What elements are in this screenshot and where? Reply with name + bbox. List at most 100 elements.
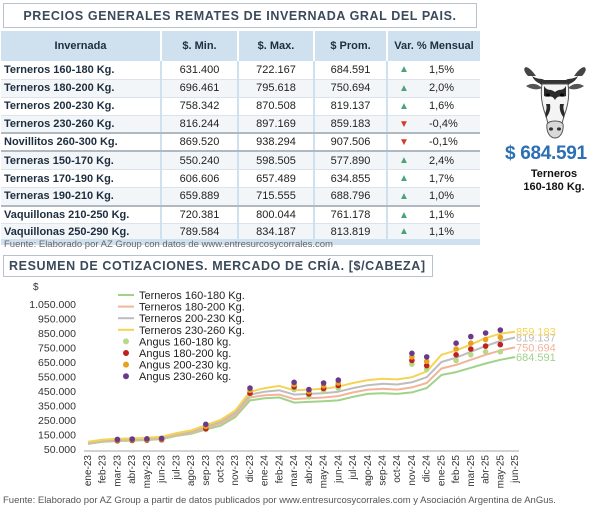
x-tick-label: oct-23 (216, 455, 227, 483)
col-prom: $ Prom. (313, 31, 387, 61)
x-tick-label: jun-25 (510, 455, 521, 484)
row-max: 870.508 (238, 97, 315, 116)
table-row: Novillitos 260-300 Kg. 869.520 938.294 907.… (1, 133, 480, 153)
x-tick-label: abr-24 (304, 455, 315, 484)
row-prom: 819.137 (314, 97, 388, 116)
y-tick-label: 850.000 (38, 328, 76, 340)
data-point (203, 421, 209, 428)
table-row: Terneras 150-170 Kg. 550.240 598.505 577.89… (1, 151, 480, 171)
y-tick-label: 450.000 (38, 386, 76, 398)
x-tick-label: abr-25 (481, 455, 492, 484)
featured-label: Terneros 160-180 Kg. (508, 168, 599, 194)
row-var-value: 1,5% (429, 63, 455, 76)
table-row: Terneros 180-200 Kg. 696.461 795.618 750.69… (1, 79, 480, 98)
legend-label: Angus 160-180 kg. (139, 336, 231, 348)
row-var: ▲ 1,0% (387, 187, 480, 207)
row-prom: 688.796 (314, 187, 388, 207)
x-tick-label: sep-23 (201, 455, 212, 486)
x-tick-label: mar-23 (112, 455, 123, 487)
row-prom: 750.694 (314, 79, 388, 98)
section2-title: RESUMEN DE COTIZACIONES. MERCADO DE CRÍA… (3, 255, 433, 277)
y-tick-label: 550.000 (38, 372, 76, 384)
y-tick-label: 1.050.000 (29, 299, 76, 311)
data-point (468, 333, 474, 340)
x-tick-label: mar-25 (466, 455, 477, 487)
data-point (129, 436, 135, 442)
row-var: ▲ 1,1% (387, 205, 480, 225)
row-category: Vaquillonas 250-290 Kg. (1, 223, 162, 245)
row-min: 606.606 (161, 169, 239, 189)
data-point (468, 352, 474, 358)
legend-point-swatch (123, 338, 129, 345)
source-note-bottom: Fuente: Elaborado por AZ Group a partir … (3, 495, 556, 506)
col-min: $. Min. (160, 31, 238, 61)
data-point (468, 340, 474, 346)
row-max: 800.044 (238, 205, 315, 225)
legend-point-swatch (123, 373, 129, 380)
data-point (144, 436, 150, 442)
row-prom: 684.591 (314, 61, 388, 80)
row-max: 795.618 (238, 79, 315, 98)
x-tick-label: jul-23 (171, 455, 182, 481)
row-var-value: 1,1% (429, 209, 455, 222)
data-point (497, 349, 504, 355)
up-triangle-icon: ▲ (399, 190, 409, 202)
x-tick-label: ago-24 (363, 455, 374, 487)
data-point (453, 352, 459, 358)
row-var-value: 1,1% (429, 225, 455, 238)
table-row: Terneras 190-210 Kg. 659.889 715.555 688.79… (1, 187, 480, 207)
row-var: ▲ 1,1% (387, 223, 480, 245)
row-min: 816.244 (161, 115, 239, 135)
data-point (497, 327, 504, 333)
legend-label: Terneros 200-230 Kg. (139, 313, 245, 325)
featured-price: $ 684.591 (505, 143, 587, 164)
data-point (291, 379, 297, 386)
row-var: ▲ 1,6% (387, 97, 480, 116)
x-tick-label: mar-24 (289, 455, 300, 487)
x-tick-label: abr-23 (127, 455, 138, 484)
row-category: Terneros 200-230 Kg. (1, 97, 162, 116)
row-category: Terneros 180-200 Kg. (1, 79, 162, 98)
row-prom: 761.178 (314, 205, 388, 225)
col-max: $. Max. (237, 31, 314, 61)
up-triangle-icon: ▲ (399, 226, 409, 238)
data-point (423, 354, 430, 360)
row-prom: 907.506 (314, 133, 388, 153)
x-tick-label: ago-23 (186, 455, 197, 487)
data-point (423, 362, 430, 369)
row-var-value: 1,7% (429, 172, 455, 185)
col-invernada: Invernada (1, 31, 161, 61)
row-max: 657.489 (238, 169, 315, 189)
y-tick-label: 750.000 (38, 343, 76, 355)
y-tick-label: 150.000 (38, 430, 76, 442)
row-max: 897.169 (238, 115, 315, 135)
row-var: ▲ 2,4% (387, 151, 480, 171)
cow-head-icon (522, 62, 588, 140)
y-tick-label: 250.000 (38, 415, 76, 427)
legend-point-swatch (123, 350, 129, 356)
up-triangle-icon: ▲ (399, 155, 409, 167)
x-tick-label: nov-24 (407, 455, 418, 486)
up-triangle-icon: ▲ (399, 173, 409, 185)
data-point (453, 346, 459, 352)
data-point (409, 350, 415, 357)
row-category: Terneros 230-260 Kg. (1, 115, 162, 135)
up-triangle-icon: ▲ (399, 82, 409, 94)
legend-label: Angus 230-260 kg. (139, 371, 231, 383)
featured-label-line2: 160-180 Kg. (523, 181, 585, 193)
table-row: Vaquillonas 250-290 Kg. 789.584 834.187 813… (1, 223, 480, 245)
x-tick-label: may-24 (319, 455, 330, 489)
row-min: 696.461 (161, 79, 239, 98)
x-tick-label: feb-24 (274, 455, 285, 484)
x-tick-label: nov-23 (230, 455, 241, 486)
data-point (335, 377, 342, 383)
row-prom: 577.890 (314, 151, 388, 171)
data-point (482, 343, 489, 349)
row-var: ▲ 1,5% (387, 61, 480, 80)
data-point (453, 340, 459, 346)
row-min: 631.400 (161, 61, 239, 80)
up-triangle-icon: ▲ (399, 64, 409, 76)
legend-label: Terneros 230-260 Kg. (139, 325, 245, 337)
x-tick-label: jul-24 (348, 455, 359, 481)
row-var: ▼ -0,1% (387, 133, 480, 153)
